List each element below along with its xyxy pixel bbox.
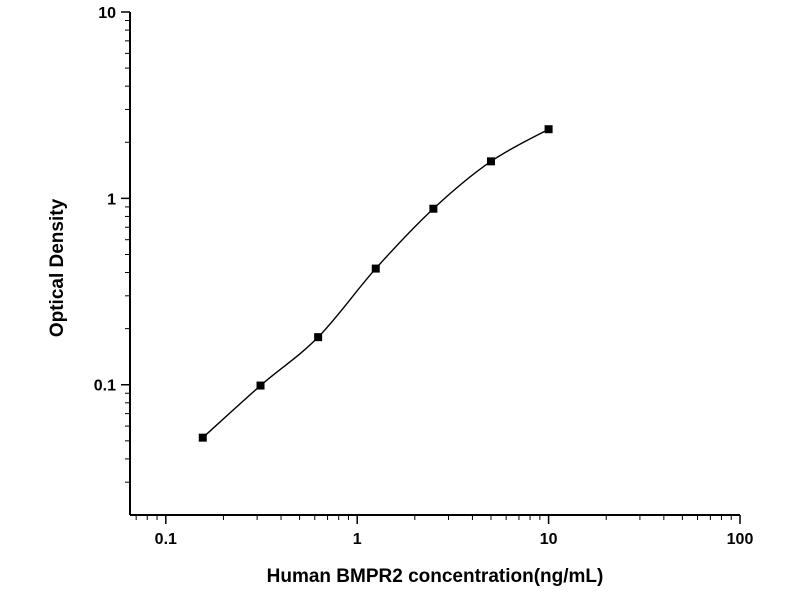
data-point-marker [544,125,553,134]
data-point-marker [256,381,265,390]
data-point-marker [314,333,323,342]
data-point-marker [371,264,380,273]
y-tick-label: 1 [107,191,116,208]
x-tick-label: 0.1 [155,531,177,548]
data-point-marker [486,157,495,166]
x-tick-label: 1 [353,531,362,548]
fit-curve [202,128,549,439]
y-tick-label: 0.1 [94,378,116,395]
y-axis-title: Optical Density [47,198,68,338]
data-point-marker [198,433,207,442]
x-tick-label: 100 [727,531,754,548]
x-tick-label: 10 [540,531,558,548]
y-tick-label: 10 [98,5,116,22]
data-point-marker [429,204,438,213]
x-axis-title: Human BMPR2 concentration(ng/mL) [266,566,604,587]
